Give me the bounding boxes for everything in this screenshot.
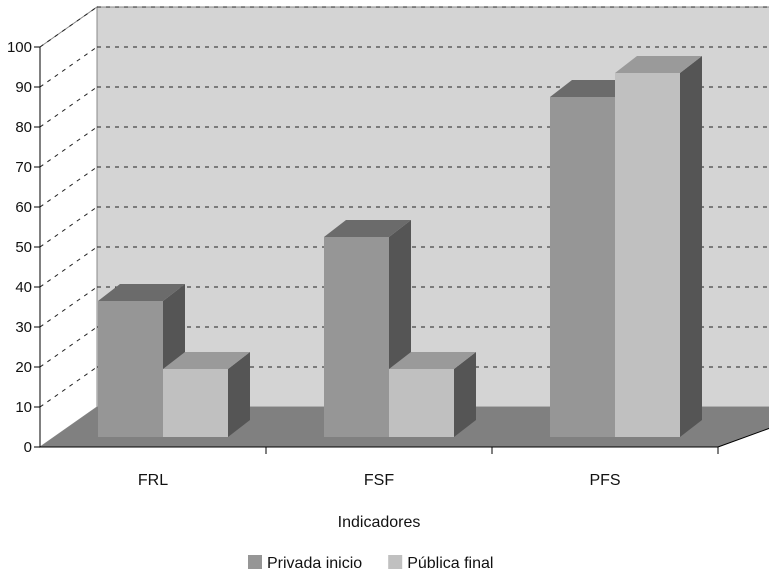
bar-top: [324, 220, 411, 237]
bar-privada-inicio-frl: [98, 301, 163, 437]
side-gridline: [39, 286, 98, 328]
bar-side: [228, 352, 250, 437]
legend-swatch-pública-final: [388, 555, 403, 569]
legend-label-privada-inicio: Privada inicio: [267, 555, 362, 572]
bar-pública-final-frl: [163, 369, 228, 437]
side-gridline: [39, 86, 98, 128]
x-tick-label: FRL: [138, 472, 168, 489]
y-tick-label: 10: [15, 399, 32, 416]
y-tick-label: 70: [15, 159, 32, 176]
bar-top: [98, 284, 185, 301]
x-tick-label: FSF: [364, 472, 394, 489]
legend-swatch-privada-inicio: [248, 555, 262, 569]
y-tick-label: 40: [15, 279, 32, 296]
bar-pública-final-pfs: [615, 73, 680, 437]
y-tick-label: 0: [24, 439, 32, 456]
bar-top: [615, 56, 702, 73]
bar-side: [454, 352, 476, 437]
side-gridline: [39, 166, 98, 208]
chart-side-wall: [39, 6, 98, 448]
x-tick-label: PFS: [589, 472, 620, 489]
side-gridline: [39, 126, 98, 168]
y-tick-label: 50: [15, 239, 32, 256]
y-tick-label: 80: [15, 119, 32, 136]
side-gridline: [39, 206, 98, 248]
floor-edge: [717, 427, 769, 448]
x-axis-title: Indicadores: [338, 514, 421, 531]
bar-pública-final-fsf: [389, 369, 454, 437]
y-tick-label: 100: [7, 39, 32, 56]
y-tick-label: 60: [15, 199, 32, 216]
side-gridline: [39, 366, 98, 408]
bar-side: [680, 56, 702, 437]
y-tick-label: 20: [15, 359, 32, 376]
legend-label-pública-final: Pública final: [407, 555, 493, 572]
bar-top: [163, 352, 250, 369]
y-tick-label: 90: [15, 79, 32, 96]
side-gridline: [39, 246, 98, 288]
bar-privada-inicio-pfs: [550, 97, 615, 437]
side-gridline: [39, 326, 98, 368]
side-gridline: [39, 6, 98, 48]
y-tick-label: 30: [15, 319, 32, 336]
bar-top: [389, 352, 476, 369]
bar-privada-inicio-fsf: [324, 237, 389, 437]
side-gridline: [39, 46, 98, 88]
